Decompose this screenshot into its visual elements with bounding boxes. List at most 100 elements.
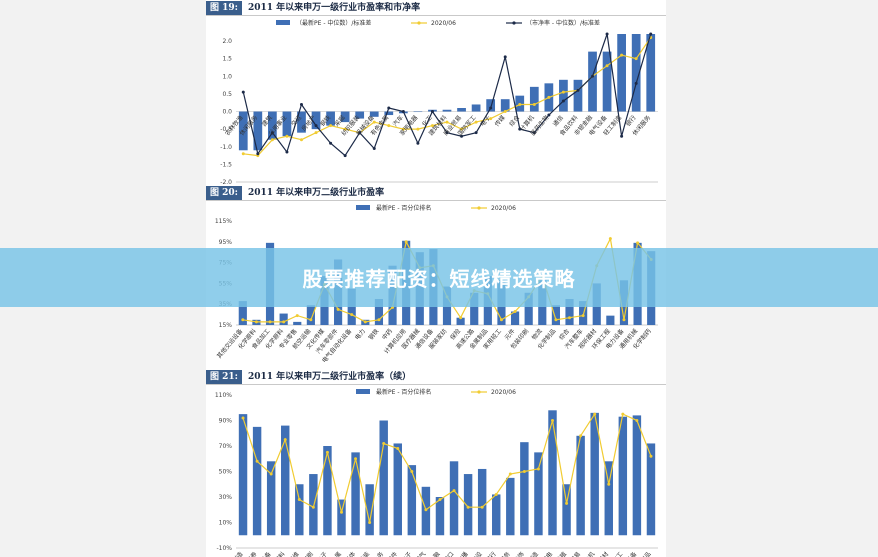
legend-swatch — [356, 389, 370, 394]
bar — [500, 99, 510, 112]
bar — [238, 414, 248, 536]
bar — [565, 299, 574, 325]
series-point — [503, 110, 507, 114]
figure-21: 图 21: 2011 年以来申万二级行业市盈率（续） -10% 10% 30% 50% 7… — [206, 370, 666, 557]
legend-label: （最新PE - 中位数）/标准差 — [296, 19, 371, 27]
series-point — [551, 419, 554, 422]
bar — [529, 86, 539, 112]
bar — [551, 305, 560, 325]
bar — [606, 315, 615, 325]
bar — [311, 111, 321, 130]
series-point — [508, 472, 512, 476]
legend-label: 最新PE - 百分位排名 — [376, 388, 431, 396]
series-point — [285, 134, 289, 138]
series-point — [314, 131, 318, 135]
series-point — [605, 32, 609, 36]
bar — [618, 416, 628, 536]
series-point — [283, 438, 287, 442]
category-label: 通信 — [551, 114, 565, 128]
bar — [252, 426, 262, 536]
series-point — [297, 498, 301, 502]
series-point — [401, 127, 405, 131]
category-label: 银行 — [484, 550, 498, 557]
series-point — [329, 124, 333, 128]
series-point — [241, 152, 245, 156]
category-label: 电力 — [353, 327, 367, 341]
y-tick-label: 15% — [219, 322, 233, 329]
bar — [510, 311, 520, 325]
series-point — [438, 498, 442, 502]
series-point — [532, 131, 536, 135]
series-point — [494, 492, 498, 496]
bar — [297, 111, 306, 133]
promo-banner[interactable]: 股票推荐配资：短线精选策略 — [0, 248, 878, 307]
legend-marker — [512, 21, 516, 25]
series-point — [299, 102, 303, 106]
y-tick-label: -10% — [216, 545, 232, 552]
series-point — [270, 131, 274, 135]
bar — [646, 34, 656, 112]
series-point — [561, 99, 565, 103]
series-point — [634, 57, 638, 61]
series-point — [354, 457, 358, 461]
figure-21-title: 2011 年以来申万二级行业市盈率（续） — [247, 372, 412, 382]
series-point — [269, 472, 273, 476]
bar — [576, 435, 585, 536]
series-point — [561, 90, 565, 94]
bar — [268, 111, 277, 140]
figure-19-title: 2011 年以来申万一级行业市盈率和市净率 — [247, 3, 421, 13]
series-point — [363, 320, 367, 324]
category-label: 传媒 — [493, 114, 507, 128]
series-point — [466, 505, 470, 509]
bar — [463, 474, 473, 536]
bar — [238, 301, 247, 325]
series-point — [416, 141, 420, 145]
bar — [337, 499, 346, 536]
bar — [365, 484, 374, 536]
series-point — [329, 141, 333, 145]
legend-label: 2020/06 — [491, 389, 516, 396]
series-point — [489, 117, 493, 121]
series-point — [416, 127, 420, 131]
series-point — [358, 131, 362, 135]
series-point — [401, 110, 405, 114]
series-point — [372, 120, 376, 124]
series-point — [608, 237, 612, 241]
series-point — [255, 459, 259, 463]
chart-19: -2.0 -1.5 -1.0 -0.5 0.0 0.5 1.0 1.5 2.0 （最新PE - 中… — [220, 19, 658, 186]
bar — [253, 111, 263, 151]
bar — [579, 301, 588, 325]
bar — [456, 317, 465, 325]
series-point — [547, 113, 551, 117]
category-label: 水务 — [371, 550, 385, 557]
series-point — [591, 74, 595, 78]
series-point — [620, 134, 624, 138]
figure-19-header: 图 19: 2011 年以来申万一级行业市盈率和市净率 — [206, 1, 666, 16]
y-tick-label: 115% — [215, 218, 232, 225]
bar — [281, 425, 290, 536]
figure-21-number: 图 21: — [206, 370, 242, 384]
series-point — [410, 470, 414, 473]
series-point — [424, 508, 428, 512]
bar — [323, 446, 332, 536]
series-point — [635, 419, 639, 422]
legend-label: 2020/06 — [431, 20, 456, 27]
series-point — [459, 316, 463, 320]
series-point — [460, 134, 464, 138]
bar — [588, 51, 597, 112]
legend-label: 2020/06 — [491, 205, 516, 212]
series-point — [350, 313, 354, 317]
y-tick-label: 95% — [219, 239, 233, 246]
bar — [534, 452, 543, 536]
figure-20-header: 图 20: 2011 年以来申万二级行业市盈率 — [206, 186, 666, 201]
figure-20-title: 2011 年以来申万二级行业市盈率 — [247, 188, 385, 198]
bar — [562, 484, 571, 536]
bar — [266, 461, 276, 536]
legend-swatch — [356, 205, 370, 210]
series-point — [568, 316, 572, 320]
series-point — [581, 314, 585, 318]
series-point — [474, 120, 478, 124]
y-tick-label: 90% — [219, 418, 233, 425]
category-label: 港口 — [442, 550, 456, 557]
series-point — [622, 318, 626, 322]
